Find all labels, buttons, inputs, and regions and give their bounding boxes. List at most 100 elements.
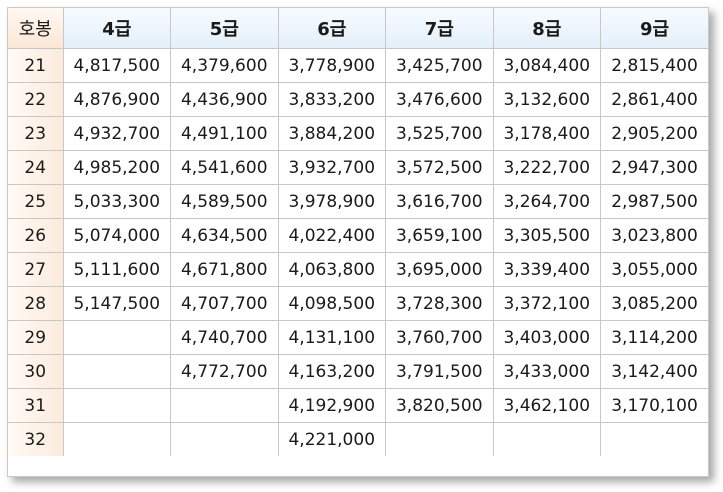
salary-cell — [62, 354, 171, 389]
step-cell: 29 — [8, 320, 64, 355]
step-cell: 26 — [8, 218, 64, 253]
salary-cell: 4,379,600 — [170, 48, 279, 83]
salary-cell — [385, 422, 494, 456]
salary-cell: 3,372,100 — [492, 286, 601, 321]
salary-cell: 4,589,500 — [170, 184, 279, 219]
grade-header: 9급 — [600, 8, 708, 49]
salary-cell — [492, 422, 601, 456]
salary-cell: 3,572,500 — [385, 150, 494, 185]
grade-header: 6급 — [277, 8, 386, 49]
salary-cell: 3,055,000 — [600, 252, 708, 287]
step-cell: 30 — [8, 354, 64, 389]
salary-cell: 3,791,500 — [385, 354, 494, 389]
step-cell: 31 — [8, 388, 64, 423]
salary-cell: 2,947,300 — [600, 150, 708, 185]
salary-cell: 3,616,700 — [385, 184, 494, 219]
table-row: 23 4,932,700 4,491,100 3,884,200 3,525,700 3,… — [8, 116, 708, 151]
salary-cell: 4,192,900 — [277, 388, 386, 423]
salary-cell: 2,905,200 — [600, 116, 708, 151]
salary-cell: 2,815,400 — [600, 48, 708, 83]
salary-cell: 3,178,400 — [492, 116, 601, 151]
table-row: 29 4,740,700 4,131,100 3,760,700 3,403,000 3,… — [8, 320, 708, 355]
salary-cell: 4,876,900 — [62, 82, 171, 117]
salary-cell: 3,170,100 — [600, 388, 708, 423]
table-row: 24 4,985,200 4,541,600 3,932,700 3,572,500 3,… — [8, 150, 708, 185]
salary-cell: 2,861,400 — [600, 82, 708, 117]
step-cell: 22 — [8, 82, 64, 117]
salary-cell: 2,987,500 — [600, 184, 708, 219]
salary-cell: 5,033,300 — [62, 184, 171, 219]
salary-cell: 3,433,000 — [492, 354, 601, 389]
salary-cell: 5,111,600 — [62, 252, 171, 287]
salary-cell: 3,084,400 — [492, 48, 601, 83]
step-cell: 24 — [8, 150, 64, 185]
step-cell: 28 — [8, 286, 64, 321]
salary-cell: 3,978,900 — [277, 184, 386, 219]
salary-cell — [62, 422, 171, 456]
salary-table-frame: 호봉 4급 5급 6급 7급 8급 9급 21 4,817,500 4,379,60… — [7, 7, 709, 477]
grade-header: 4급 — [62, 8, 171, 49]
salary-cell: 3,132,600 — [492, 82, 601, 117]
salary-cell: 5,147,500 — [62, 286, 171, 321]
grade-header: 8급 — [492, 8, 601, 49]
salary-cell: 3,462,100 — [492, 388, 601, 423]
salary-cell: 3,023,800 — [600, 218, 708, 253]
salary-cell: 4,098,500 — [277, 286, 386, 321]
table-row: 28 5,147,500 4,707,700 4,098,500 3,728,300 3,… — [8, 286, 708, 321]
salary-cell: 3,833,200 — [277, 82, 386, 117]
salary-cell — [170, 422, 279, 456]
salary-cell: 3,659,100 — [385, 218, 494, 253]
salary-cell: 3,728,300 — [385, 286, 494, 321]
salary-cell: 3,222,700 — [492, 150, 601, 185]
table-row: 26 5,074,000 4,634,500 4,022,400 3,659,100 3,… — [8, 218, 708, 253]
salary-table: 호봉 4급 5급 6급 7급 8급 9급 21 4,817,500 4,379,60… — [8, 8, 708, 456]
table-row: 25 5,033,300 4,589,500 3,978,900 3,616,700 3,… — [8, 184, 708, 219]
salary-cell: 3,264,700 — [492, 184, 601, 219]
salary-cell: 3,305,500 — [492, 218, 601, 253]
salary-cell: 4,817,500 — [62, 48, 171, 83]
step-cell: 21 — [8, 48, 64, 83]
salary-cell: 4,541,600 — [170, 150, 279, 185]
salary-cell: 3,114,200 — [600, 320, 708, 355]
salary-cell: 4,221,000 — [277, 422, 386, 456]
salary-cell: 4,671,800 — [170, 252, 279, 287]
step-cell: 27 — [8, 252, 64, 287]
salary-cell — [600, 422, 708, 456]
salary-cell: 3,525,700 — [385, 116, 494, 151]
step-column-header: 호봉 — [8, 8, 64, 49]
grade-header: 7급 — [385, 8, 494, 49]
salary-cell: 4,985,200 — [62, 150, 171, 185]
salary-cell: 4,063,800 — [277, 252, 386, 287]
salary-cell: 3,760,700 — [385, 320, 494, 355]
salary-cell: 3,403,000 — [492, 320, 601, 355]
salary-cell: 4,163,200 — [277, 354, 386, 389]
step-cell: 32 — [8, 422, 64, 456]
salary-cell — [170, 388, 279, 423]
salary-cell: 4,131,100 — [277, 320, 386, 355]
grade-header: 5급 — [170, 8, 279, 49]
salary-cell: 3,695,000 — [385, 252, 494, 287]
salary-cell: 3,884,200 — [277, 116, 386, 151]
salary-cell: 3,142,400 — [600, 354, 708, 389]
step-cell: 25 — [8, 184, 64, 219]
salary-cell: 4,491,100 — [170, 116, 279, 151]
step-cell: 23 — [8, 116, 64, 151]
header-row: 호봉 4급 5급 6급 7급 8급 9급 — [8, 8, 708, 49]
salary-cell: 3,339,400 — [492, 252, 601, 287]
salary-cell: 4,772,700 — [170, 354, 279, 389]
table-body: 21 4,817,500 4,379,600 3,778,900 3,425,700 3,… — [8, 48, 708, 456]
table-row: 32 4,221,000 — [8, 422, 708, 456]
salary-cell — [62, 320, 171, 355]
table-row: 30 4,772,700 4,163,200 3,791,500 3,433,000 3,… — [8, 354, 708, 389]
salary-cell: 4,740,700 — [170, 320, 279, 355]
salary-cell: 3,820,500 — [385, 388, 494, 423]
salary-cell: 5,074,000 — [62, 218, 171, 253]
salary-cell: 3,085,200 — [600, 286, 708, 321]
table-row: 22 4,876,900 4,436,900 3,833,200 3,476,600 3,… — [8, 82, 708, 117]
table-row: 21 4,817,500 4,379,600 3,778,900 3,425,700 3,… — [8, 48, 708, 83]
table-row: 27 5,111,600 4,671,800 4,063,800 3,695,000 3,… — [8, 252, 708, 287]
salary-cell: 4,634,500 — [170, 218, 279, 253]
salary-cell: 4,436,900 — [170, 82, 279, 117]
salary-cell: 4,022,400 — [277, 218, 386, 253]
table-row: 31 4,192,900 3,820,500 3,462,100 3,170,100 — [8, 388, 708, 423]
